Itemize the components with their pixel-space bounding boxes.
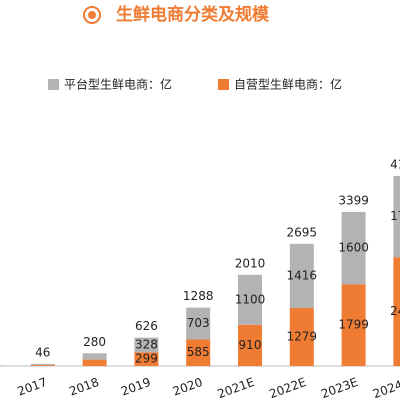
x-tick-label: 2018 — [67, 375, 100, 399]
bar-segment — [289, 308, 314, 366]
segment-label: 1790 — [390, 209, 400, 223]
bar-segment — [134, 337, 159, 353]
total-label: 626 — [135, 319, 158, 333]
segment-label: 585 — [187, 345, 210, 359]
x-tick-label: 2022E — [267, 375, 308, 400]
x-tick-label: 2017 — [16, 375, 49, 399]
segment-label: 910 — [239, 338, 262, 352]
segment-label: 1416 — [287, 268, 318, 282]
title-icon-dot — [88, 11, 96, 19]
total-label: 46 — [35, 345, 50, 359]
segment-label: 2400 — [390, 304, 400, 318]
total-label: 2010 — [235, 256, 266, 270]
bar-segment — [238, 324, 262, 366]
bar-segment — [186, 339, 211, 366]
bar-segment — [341, 284, 366, 366]
x-tick-label: 2023E — [319, 375, 360, 400]
segment-label: 1279 — [287, 330, 318, 344]
segment-label: 703 — [187, 316, 210, 330]
bar-segment — [289, 243, 314, 309]
bar-segment — [238, 274, 262, 325]
segment-label: 328 — [135, 338, 158, 352]
total-label: 1288 — [183, 289, 214, 303]
legend-swatch — [218, 79, 229, 90]
x-tick-label: 2021E — [216, 375, 257, 400]
x-tick-label: 2020 — [171, 375, 204, 399]
bar-segment — [186, 307, 211, 340]
bar-segment — [393, 257, 400, 366]
bar-segment — [30, 365, 55, 366]
title-icon — [83, 6, 101, 24]
segment-label: 1799 — [338, 318, 369, 332]
bar-segment — [341, 211, 366, 285]
bar-segment — [82, 353, 107, 360]
bar-segment — [134, 352, 159, 366]
x-tick-label: 2024E — [371, 375, 400, 400]
chart-title: 生鲜电商分类及规模 — [116, 4, 270, 25]
legend-label: 平台型生鲜电商：亿 — [64, 77, 172, 92]
bar-segment — [30, 363, 55, 366]
bar-segment — [82, 359, 107, 366]
segment-label: 1100 — [235, 292, 266, 306]
legend-label: 自营型生鲜电商：亿 — [234, 77, 342, 92]
total-label: 2695 — [287, 225, 318, 239]
total-label: 4190 — [390, 158, 400, 172]
legend-swatch — [48, 79, 59, 90]
total-label: 3399 — [338, 193, 369, 207]
bar-segment — [393, 176, 400, 258]
x-tick-label: 2019 — [119, 375, 152, 399]
bar-segment — [0, 365, 3, 366]
segment-label: 1600 — [338, 241, 369, 255]
total-label: 280 — [83, 335, 106, 349]
segment-label: 299 — [135, 352, 158, 366]
